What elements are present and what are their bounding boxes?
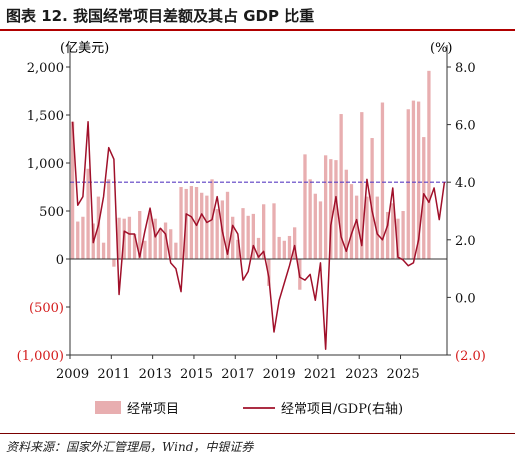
x-tick-label: 2015 [180, 367, 213, 382]
tick-labels: (1,000) (500) 0 500 1,000 1,500 2,000 (2.0) 0.0 2… [17, 61, 486, 382]
bar [132, 234, 137, 259]
x-tick-label: 2011 [97, 367, 130, 382]
bar [112, 259, 116, 267]
chart-title: 图表 12. 我国经常项目差额及其占 GDP 比重 [6, 7, 315, 25]
bar [189, 186, 194, 259]
left-tick-label: 0 [56, 253, 64, 268]
bar [101, 242, 106, 259]
bar [308, 179, 312, 259]
bar [287, 235, 292, 259]
bar [241, 208, 245, 259]
right-tick-label: 6.0 [455, 119, 476, 134]
right-tick-label: 8.0 [455, 61, 476, 76]
bar [272, 203, 276, 259]
right-tick-label: (2.0) [455, 349, 486, 364]
bar [344, 169, 348, 259]
left-tick-label: 2,000 [27, 61, 64, 76]
bar [163, 222, 168, 259]
title-divider [0, 29, 515, 31]
right-tick-label: 0.0 [455, 291, 476, 306]
bar [391, 203, 395, 259]
legend-bar-swatch [95, 401, 121, 414]
bar [138, 211, 142, 259]
left-tick-label: 1,500 [27, 109, 64, 124]
x-tick-label: 2023 [345, 367, 378, 382]
bar [76, 221, 80, 259]
bar [380, 102, 385, 260]
source-divider [0, 433, 515, 434]
bar [267, 259, 271, 286]
bar [396, 218, 400, 259]
bar [427, 70, 431, 259]
x-tick-label: 2019 [263, 367, 296, 382]
bar [251, 213, 255, 259]
bar [334, 160, 338, 259]
bar [231, 216, 235, 259]
source-note: 资料来源：国家外汇管理局，Wind，中银证券 [6, 440, 254, 454]
right-tick-label: 4.0 [455, 176, 476, 191]
left-tick-label: 1,000 [27, 157, 64, 172]
bar [329, 159, 333, 259]
left-tick-label: (1,000) [17, 349, 64, 364]
bar [148, 212, 152, 259]
line-path [71, 120, 446, 350]
bar [225, 191, 230, 259]
bar [370, 138, 374, 259]
bar [293, 227, 297, 259]
bar [153, 218, 157, 259]
x-tick-label: 2017 [221, 367, 254, 382]
left-tick-label: 500 [39, 205, 64, 220]
chart-canvas: (亿美元) (%) (1,000) (500) 0 500 1,000 1,500 2,00… [17, 41, 486, 417]
x-tick-label: 2021 [304, 367, 337, 382]
bar [323, 155, 328, 259]
bar [411, 100, 416, 259]
bar [169, 229, 173, 259]
bar [416, 101, 421, 259]
bar [86, 168, 90, 259]
bar [385, 211, 390, 259]
bar [215, 209, 219, 259]
bar [81, 216, 85, 259]
bar [174, 242, 178, 259]
bar [360, 112, 364, 260]
bar [117, 217, 121, 259]
right-axis-unit: (%) [430, 41, 453, 56]
bar [406, 109, 410, 260]
bar [375, 196, 379, 259]
bar [127, 216, 132, 259]
bar [313, 193, 317, 259]
bar [194, 187, 199, 259]
line-series [71, 120, 446, 350]
bar [318, 201, 323, 259]
bar [303, 154, 307, 259]
bar [262, 204, 266, 259]
bar [401, 211, 405, 259]
x-tick-label: 2009 [56, 367, 89, 382]
bar [236, 239, 240, 259]
legend: 经常项目 经常项目/GDP(右轴) [95, 401, 403, 417]
left-tick-label: (500) [29, 301, 64, 316]
legend-bar-label: 经常项目 [127, 402, 179, 417]
bar [107, 179, 111, 259]
bar [246, 215, 250, 259]
bar [205, 195, 209, 259]
legend-line-label: 经常项目/GDP(右轴) [281, 402, 403, 417]
axes [69, 45, 448, 356]
bar [179, 187, 183, 259]
bar [256, 237, 261, 259]
x-tick-label: 2025 [387, 367, 420, 382]
bar [365, 196, 369, 259]
bar [354, 195, 359, 259]
bar [200, 192, 204, 259]
bar [277, 236, 281, 259]
bar [143, 240, 147, 259]
bar [282, 240, 286, 259]
right-tick-label: 2.0 [455, 234, 476, 249]
bar [349, 184, 354, 259]
left-axis-unit: (亿美元) [60, 41, 109, 56]
bar [70, 121, 75, 259]
bar [339, 114, 343, 259]
x-tick-label: 2013 [139, 367, 172, 382]
bar [158, 228, 163, 259]
